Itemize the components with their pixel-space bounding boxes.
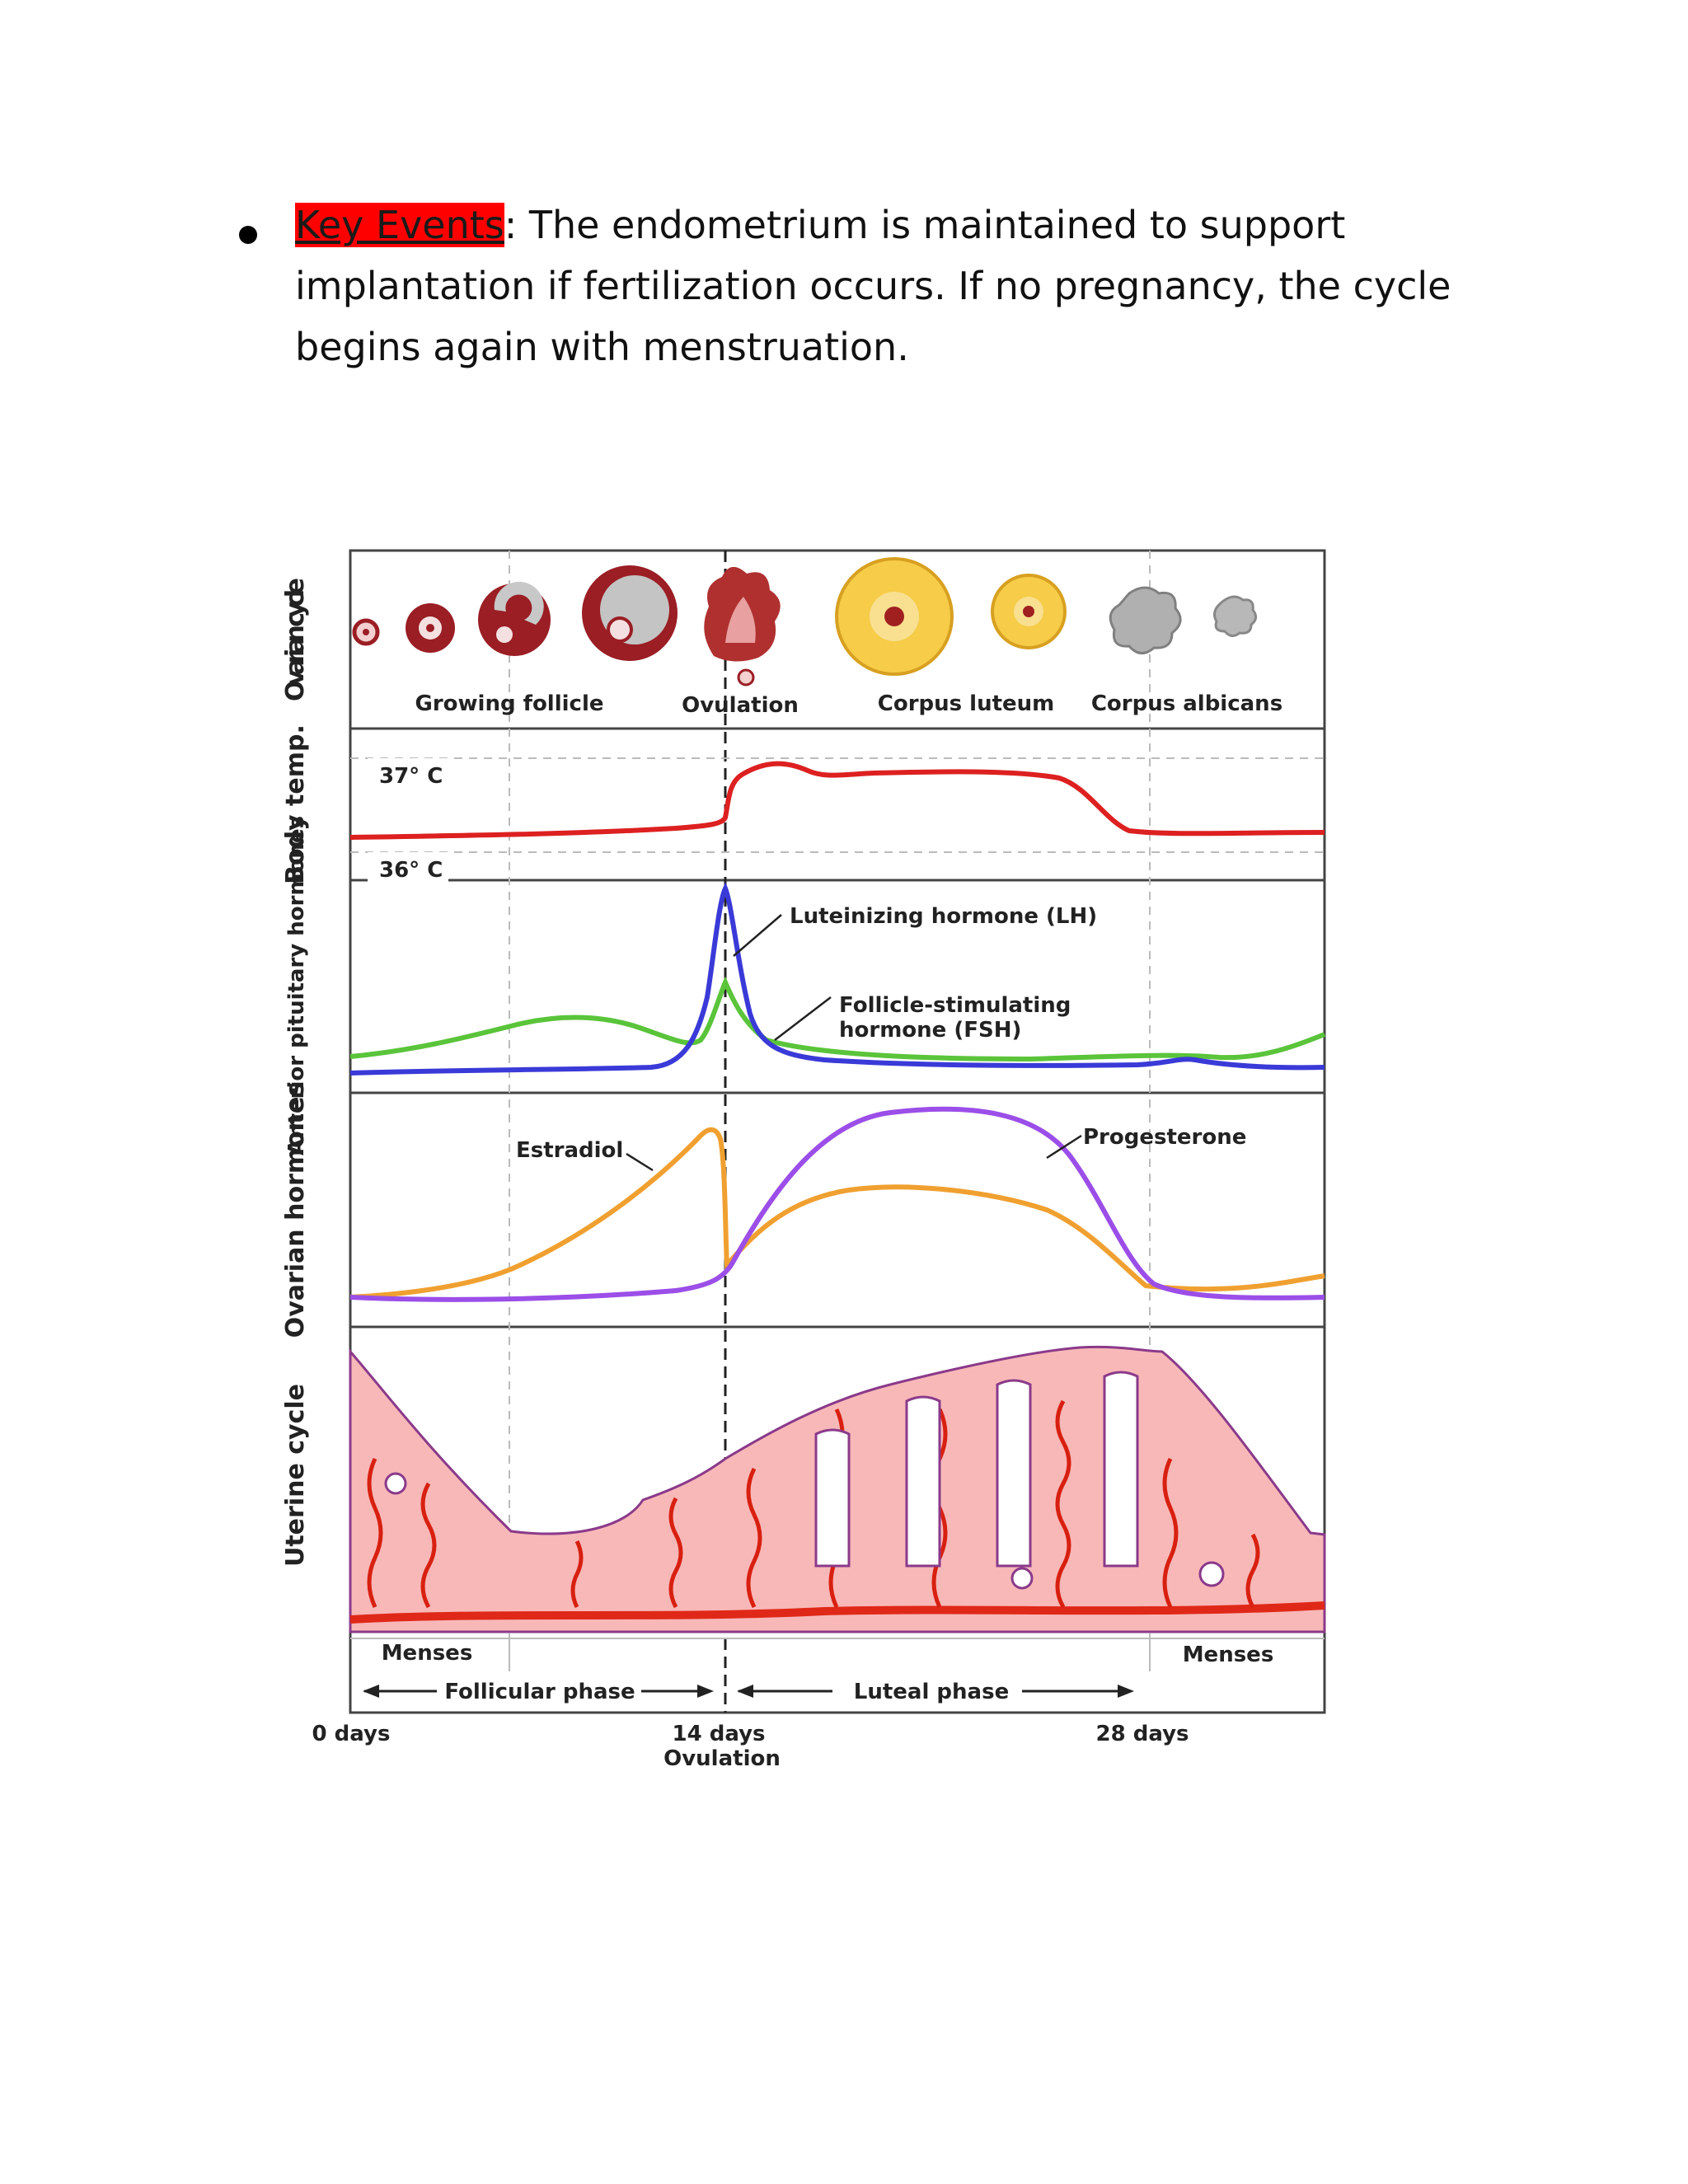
bullet-icon	[239, 226, 257, 244]
secondary-follicle-icon	[478, 581, 551, 656]
label-day-28: 28 days	[1095, 1722, 1189, 1746]
progesterone-curve	[349, 1106, 1325, 1302]
temp-guides	[350, 757, 1325, 853]
ovarian-cycle-drawings	[352, 557, 1257, 687]
ovulating-follicle-icon	[704, 566, 781, 687]
label-lh: Luteinizing hormone (LH)	[790, 904, 1097, 929]
label-fsh-line2: hormone (FSH)	[839, 1018, 1021, 1043]
label-corpus-luteum: Corpus luteum	[878, 691, 1055, 716]
label-progesterone: Progesterone	[1083, 1125, 1246, 1150]
label-menses-left: Menses	[382, 1641, 473, 1666]
row-label-body-temp: Body temp.	[281, 724, 310, 884]
phase-markers: Menses Menses Follicular phase Luteal ph…	[350, 1638, 1325, 1704]
corpus-luteum-small-icon	[991, 574, 1067, 649]
label-growing-follicle: Growing follicle	[415, 691, 604, 716]
highlighted-term: Key Events	[295, 203, 504, 247]
corpus-albicans-small-icon	[1213, 595, 1257, 637]
row-label-ovarian-cycle: Ovarian cycle	[281, 578, 310, 701]
label-menses-right: Menses	[1183, 1643, 1274, 1667]
label-day-14-ovulation: Ovulation	[663, 1746, 781, 1771]
bullet-body-text: : The endometrium is maintained to suppo…	[295, 203, 1451, 369]
label-luteal-phase: Luteal phase	[854, 1680, 1009, 1704]
figure-panels	[349, 549, 1326, 1714]
fsh-curve	[349, 976, 1326, 1062]
row-label-ovarian-hormones: Ovarian hormones	[281, 1082, 310, 1338]
lh-curve	[349, 882, 1325, 1076]
label-corpus-albicans: Corpus albicans	[1091, 691, 1282, 716]
label-day-0: 0 days	[312, 1722, 391, 1746]
temp-label-37: 37° C	[379, 764, 443, 789]
label-follicular-phase: Follicular phase	[444, 1680, 635, 1704]
label-estradiol: Estradiol	[516, 1138, 623, 1163]
label-day-14: 14 days	[672, 1722, 765, 1746]
corpus-albicans-large-icon	[1109, 586, 1182, 654]
label-ovulation: Ovulation	[682, 693, 799, 718]
corpus-luteum-large-icon	[835, 557, 954, 676]
temp-label-36: 36° C	[379, 858, 443, 883]
day-guide-lines	[509, 551, 1151, 1665]
small-follicle-icon	[352, 618, 380, 646]
bullet-text: Key Events: The endometrium is maintaine…	[295, 194, 1482, 377]
row-label-uterine-cycle: Uterine cycle	[281, 1384, 310, 1567]
estradiol-curve	[349, 1127, 1325, 1300]
mature-follicle-icon	[582, 565, 678, 661]
row-label-anterior-pituitary: Anterior pituitary hormones	[284, 816, 309, 1155]
primary-follicle-icon	[406, 603, 455, 653]
body-temperature-curve	[349, 761, 1325, 840]
label-fsh-line1: Follicle-stimulating	[839, 993, 1071, 1018]
endometrium-drawing	[349, 1345, 1326, 1633]
